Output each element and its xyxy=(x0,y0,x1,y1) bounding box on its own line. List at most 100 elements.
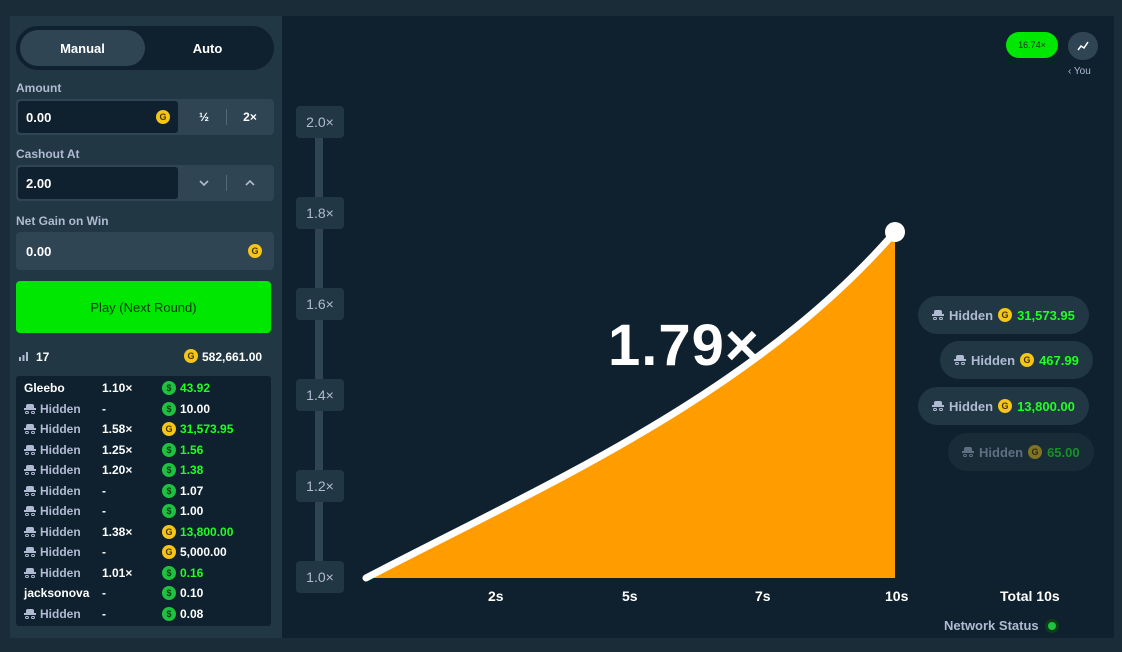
last-result-badge[interactable]: 16.74× xyxy=(1006,32,1058,58)
tab-auto[interactable]: Auto xyxy=(192,40,223,56)
player-name[interactable]: Hidden xyxy=(16,463,102,477)
dollar-coin-icon: $ xyxy=(162,442,176,457)
y-axis-label: 1.2× xyxy=(296,470,344,502)
player-name[interactable]: Hidden xyxy=(16,484,102,498)
player-name[interactable]: Hidden xyxy=(16,422,102,436)
player-row: Gleebo 1.10× $43.92 xyxy=(16,378,271,399)
player-name-text: Gleebo xyxy=(24,381,65,396)
hidden-user-icon xyxy=(24,608,36,619)
cashout-pill-name: Hidden xyxy=(979,444,1024,460)
payout-amount: 13,800.00 xyxy=(180,524,234,539)
hidden-user-icon xyxy=(24,547,36,558)
player-row: Hidden - $0.08 xyxy=(16,604,271,625)
net-gain-input: 0.00 G xyxy=(18,234,272,268)
play-button[interactable]: Play (Next Round) xyxy=(16,281,271,333)
cashout-field: 2.00 xyxy=(16,165,274,201)
player-payout: $1.07 xyxy=(162,483,204,498)
player-multiplier: 1.38× xyxy=(102,524,133,539)
gold-coin-icon: G xyxy=(162,545,176,560)
player-row: Hidden - $10.00 xyxy=(16,399,271,420)
player-name[interactable]: Hidden xyxy=(16,525,102,539)
player-name[interactable]: Hidden xyxy=(16,443,102,457)
player-name-text: Hidden xyxy=(40,606,81,621)
amount-field: 0.00 G ½ 2× xyxy=(16,99,274,135)
amount-label: Amount xyxy=(16,81,62,95)
player-name[interactable]: Hidden xyxy=(16,402,102,416)
player-multiplier: 1.58× xyxy=(102,422,133,437)
total-time-label: Total 10s xyxy=(1000,588,1060,604)
gold-coin-icon: G xyxy=(162,422,176,437)
player-name[interactable]: Hidden xyxy=(16,545,102,559)
network-status-indicator xyxy=(1044,618,1059,633)
amount-value: 0.00 xyxy=(26,109,52,125)
hidden-user-icon xyxy=(24,465,36,476)
network-status: Network Status xyxy=(944,618,1059,633)
player-name[interactable]: Gleebo xyxy=(16,381,102,395)
tab-manual[interactable]: Manual xyxy=(20,30,145,66)
divider xyxy=(226,109,227,125)
hidden-user-icon xyxy=(932,401,944,411)
gold-coin-icon: G xyxy=(184,349,198,363)
player-name-text: Hidden xyxy=(40,504,81,519)
player-payout: G 13,800.00 xyxy=(162,524,234,539)
player-name-text: Hidden xyxy=(40,422,81,437)
stats-button[interactable] xyxy=(1068,32,1098,60)
network-status-label: Network Status xyxy=(944,618,1039,633)
player-multiplier: 1.10× xyxy=(102,381,133,396)
half-amount-button[interactable]: ½ xyxy=(198,110,209,124)
y-axis-label: 1.8× xyxy=(296,197,344,229)
dollar-coin-icon: $ xyxy=(162,463,176,478)
trend-icon xyxy=(1077,41,1089,51)
player-row: Hidden 1.01× $0.16 xyxy=(16,563,271,584)
player-payout: $43.92 xyxy=(162,381,211,396)
hidden-user-icon xyxy=(24,506,36,517)
cashout-pill-amount: 13,800.00 xyxy=(1017,398,1075,414)
gold-coin-icon: G xyxy=(998,399,1013,413)
x-axis-label: 10s xyxy=(885,588,909,604)
y-axis-track xyxy=(315,128,323,588)
player-name-text: Hidden xyxy=(40,401,81,416)
payout-amount: 43.92 xyxy=(180,381,211,396)
amount-input[interactable]: 0.00 G xyxy=(18,101,178,133)
cashout-input[interactable]: 2.00 xyxy=(18,167,178,199)
hidden-user-icon xyxy=(954,355,966,365)
payout-amount: 5,000.00 xyxy=(180,545,227,560)
player-name[interactable]: jacksonova xyxy=(16,586,102,600)
player-payout: G 5,000.00 xyxy=(162,545,227,560)
player-name-text: Hidden xyxy=(40,565,81,580)
player-payout: $1.38 xyxy=(162,463,204,478)
player-payout: $1.00 xyxy=(162,504,203,519)
y-axis-label: 1.4× xyxy=(296,379,344,411)
multiplier-curve xyxy=(362,228,899,582)
hidden-user-icon xyxy=(24,403,36,414)
player-name[interactable]: Hidden xyxy=(16,566,102,580)
gold-coin-icon: G xyxy=(1028,445,1043,459)
cashout-decrease-button[interactable] xyxy=(182,165,226,201)
chevron-up-icon xyxy=(245,180,255,186)
player-payout: $1.56 xyxy=(162,442,203,457)
cashout-pill: Hidden G 467.99 xyxy=(940,341,1093,379)
you-label: ‹ You xyxy=(1068,66,1091,77)
gold-coin-icon: G xyxy=(162,524,176,539)
player-multiplier: - xyxy=(102,545,106,560)
game-area: 16.74× ‹ You 2.0× 1.8× 1.6× 1.4× 1.2× 1.0× 1.… xyxy=(282,16,1114,638)
payout-amount: 1.07 xyxy=(180,483,204,498)
double-amount-button[interactable]: 2× xyxy=(243,110,257,124)
net-gain-value: 0.00 xyxy=(26,243,52,259)
cashout-pill-amount: 31,573.95 xyxy=(1017,307,1075,323)
cashout-pill-amount: 467.99 xyxy=(1039,352,1079,368)
cashout-increase-button[interactable] xyxy=(228,165,272,201)
payout-amount: 1.38 xyxy=(180,463,204,478)
player-name[interactable]: Hidden xyxy=(16,504,102,518)
cashout-pill-name: Hidden xyxy=(949,307,994,323)
net-gain-field: 0.00 G xyxy=(16,232,274,270)
player-multiplier: - xyxy=(102,483,106,498)
player-name-text: Hidden xyxy=(40,442,81,457)
hidden-user-icon xyxy=(24,526,36,537)
player-name[interactable]: Hidden xyxy=(16,607,102,621)
total-bet: 582,661.00 xyxy=(202,350,263,364)
player-row: Hidden - $1.07 xyxy=(16,481,271,502)
divider xyxy=(226,175,227,191)
player-name-text: Hidden xyxy=(40,463,81,478)
